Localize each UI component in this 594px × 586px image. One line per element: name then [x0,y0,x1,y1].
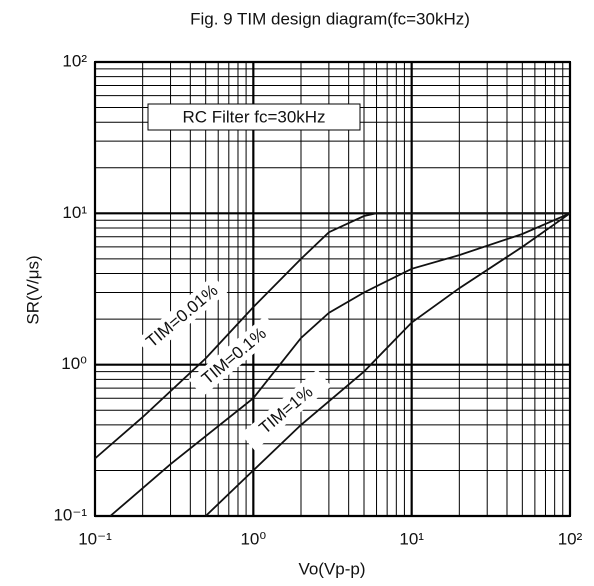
series-label-background [136,275,228,357]
x-tick-label: 10⁻¹ [78,529,112,548]
y-tick-label: 10¹ [62,203,87,222]
chart-title: Fig. 9 TIM design diagram(fc=30kHz) [190,9,470,28]
x-tick-label: 10⁰ [240,529,266,548]
series-label-background [240,369,332,451]
series-line [205,212,571,517]
y-axis-label: SR(V/μs) [23,255,42,324]
x-tick-label: 10¹ [399,529,424,548]
y-tick-label: 10⁰ [61,354,87,373]
y-tick-label: 10² [62,51,87,70]
plot-frame [94,61,571,517]
series-line [94,212,570,460]
y-tick-label: 10⁻¹ [53,505,87,524]
plot-background [95,62,570,516]
x-tick-label: 10² [558,529,583,548]
series-line [109,212,571,517]
x-axis-label: Vo(Vp-p) [298,559,365,578]
series-label-background [188,315,280,397]
annotation-box [147,103,361,131]
annotation: RC Filter fc=30kHz [182,107,325,126]
